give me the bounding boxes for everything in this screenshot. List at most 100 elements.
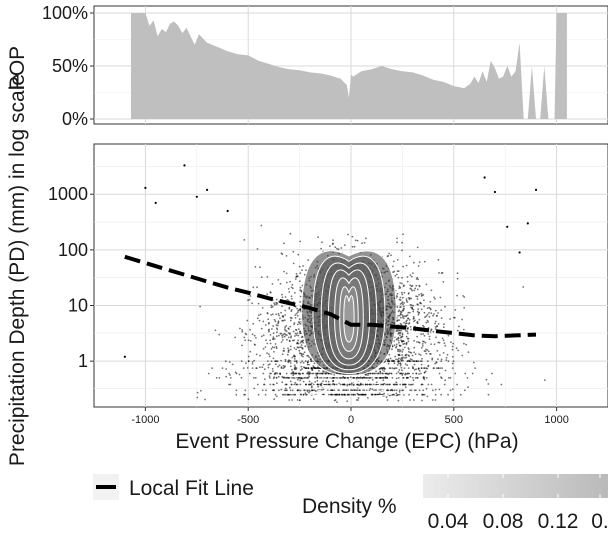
scatter-point [295,368,297,371]
scatter-point [420,383,423,386]
scatter-point [401,249,403,252]
scatter-point [461,354,464,357]
scatter-point [423,393,426,396]
scatter-point [211,367,214,369]
scatter-point [422,340,424,343]
scatter-point [400,323,403,326]
scatter-point [324,372,327,375]
scatter-point [451,345,454,348]
density-contour [321,381,381,388]
scatter-point [299,295,302,298]
scatter-point [247,355,250,358]
scatter-point [284,296,287,298]
scatter-point [282,367,285,369]
scatter-point [402,303,404,306]
scatter-point [293,377,296,379]
scatter-point [285,325,288,327]
scatter-point [423,311,426,314]
scatter-point [234,336,237,339]
scatter-point [287,336,290,339]
scatter-point [283,393,285,396]
scatter-point [276,324,279,327]
scatter-point [295,272,298,275]
scatter-point [294,317,297,319]
scatter-point [308,389,310,392]
scatter-point [437,358,439,360]
scatter-point [429,331,432,333]
scatter-point [398,393,401,396]
scatter-point [307,377,310,379]
scatter-point [412,399,415,401]
scatter-point [312,398,315,400]
scatter-point [418,370,421,372]
scatter-point [391,367,394,369]
scatter-point [284,333,287,336]
scatter-point [272,332,275,335]
scatter-point [487,383,490,385]
scatter-point [418,353,420,356]
scatter-point [487,393,490,396]
scatter-point [404,357,406,359]
scatter-point [399,299,402,301]
scatter-point [438,341,441,344]
scatter-point [393,362,396,365]
scatter-point [434,388,437,391]
scatter-point [308,371,311,374]
scatter-point [265,389,267,392]
scatter-point [335,383,338,386]
scatter-point [277,322,280,325]
scatter-point [407,317,409,320]
scatter-point [284,365,286,368]
scatter-point [289,380,292,383]
scatter-point [421,345,424,347]
scatter-point [275,298,278,301]
scatter-point [296,307,299,310]
scatter-point [271,346,274,348]
scatter-point [298,318,301,320]
scatter-point [331,389,334,392]
scatter-point [349,383,351,386]
scatter-point [268,355,271,358]
scatter-point [229,383,232,386]
scatter-point [200,389,202,392]
scatter-point [301,339,304,342]
scatter-point [312,389,314,392]
scatter-point [440,309,443,311]
scatter-point [426,349,429,351]
scatter-point [276,328,279,331]
scatter-point [400,306,402,308]
scatter-point [411,307,414,310]
scatter-point [420,367,423,369]
scatter-point [396,364,399,366]
scatter-point [449,377,452,379]
scatter-point [196,391,199,394]
scatter-point [440,376,442,379]
scatter-point [314,367,317,369]
scatter-point [293,383,296,386]
scatter-point [425,367,428,369]
scatter-point [421,399,423,402]
scatter-point [440,317,443,319]
scatter-point [430,343,432,345]
scatter-point [381,383,383,386]
scatter-point [427,350,430,353]
scatter-point [320,377,323,379]
scatter-point [264,324,267,326]
scatter-point [276,331,278,334]
scatter-point [397,336,400,339]
scatter-point [418,373,420,375]
scatter-point [402,356,404,359]
scatter-point [399,282,402,284]
scatter-point [413,389,416,392]
scatter-point [451,362,454,365]
scatter-point [301,284,304,287]
scatter-point [400,291,403,294]
scatter-point [416,341,418,343]
scatter-point [321,241,323,244]
scatter-point [414,287,417,290]
scatter-point [270,304,273,307]
scatter-point [428,315,431,318]
scatter-point [300,354,303,357]
scatter-point [413,289,416,292]
scatter-point [371,388,374,391]
